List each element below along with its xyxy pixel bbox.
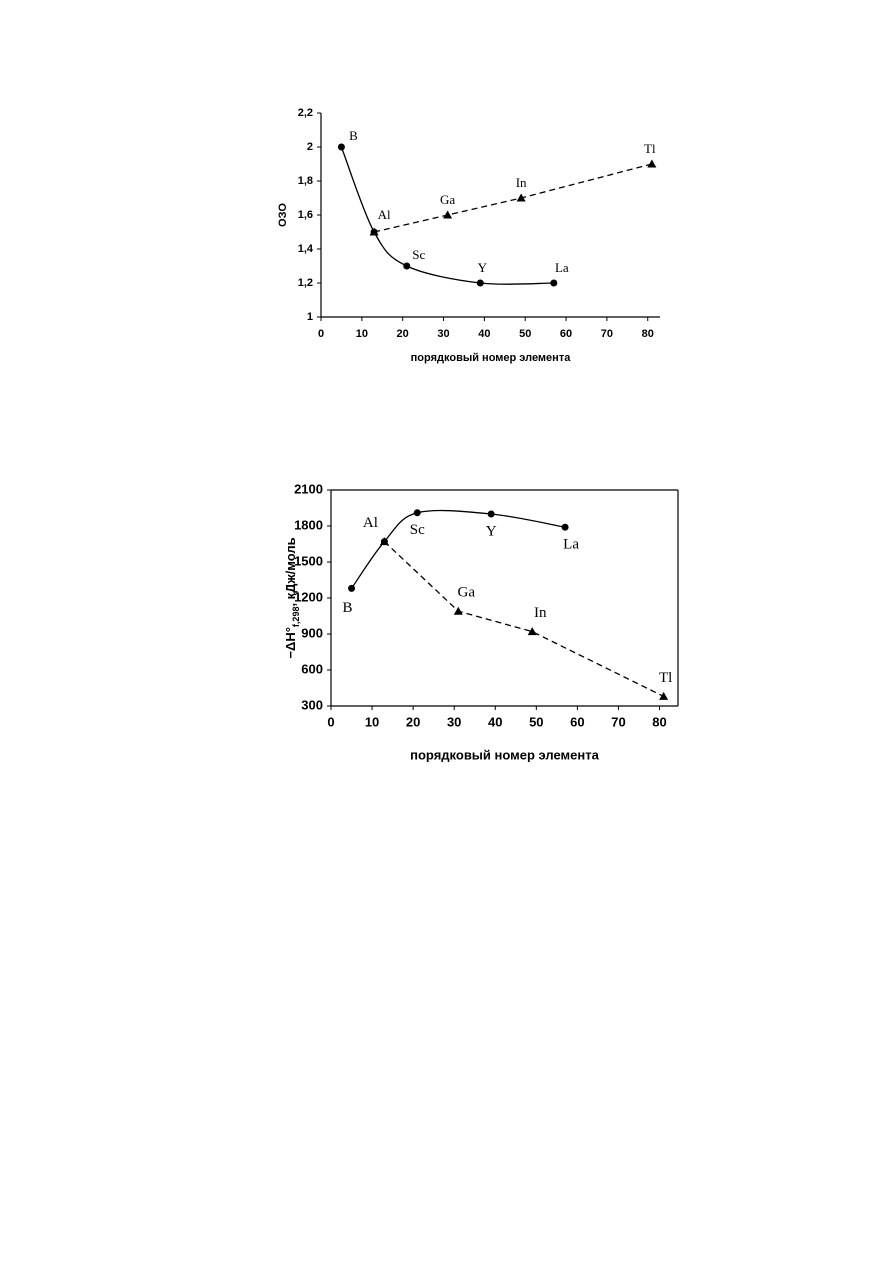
point-label: B [343, 600, 353, 616]
y-tick-label: 1,4 [298, 243, 314, 255]
point [348, 584, 356, 592]
y-tick-label: 1 [307, 311, 313, 323]
point-label: Sc [410, 522, 425, 538]
y-tick-label: 1,2 [298, 277, 313, 289]
y-tick-label: 2100 [294, 481, 323, 496]
point-label: Al [363, 515, 378, 531]
y-axis-label-part: , кДж/моль [283, 537, 298, 606]
x-tick-label: 50 [519, 328, 531, 340]
x-tick-label: 60 [570, 714, 584, 729]
y-tick-label: 2,2 [298, 107, 313, 119]
point [337, 143, 345, 151]
y-tick-label: 1200 [294, 589, 323, 604]
point [647, 159, 657, 168]
point [476, 279, 484, 287]
point [379, 537, 389, 546]
point-label: Tl [659, 670, 672, 686]
point [453, 606, 463, 615]
point-label: Tl [644, 141, 656, 156]
x-tick-label: 10 [356, 328, 368, 340]
x-tick-label: 40 [488, 714, 502, 729]
x-tick-label: 80 [652, 714, 666, 729]
y-tick-label: 1,8 [298, 175, 313, 187]
point-label: La [563, 537, 579, 553]
x-tick-label: 20 [397, 328, 409, 340]
series-line [373, 163, 652, 233]
point-label: In [516, 175, 527, 190]
y-tick-label: 2 [307, 141, 313, 153]
point-label: In [534, 605, 547, 621]
y-tick-label: 1,6 [298, 209, 313, 221]
x-tick-label: 80 [642, 328, 654, 340]
point-label: B [349, 128, 358, 143]
point-label: Ga [440, 192, 455, 207]
x-tick-label: 0 [327, 714, 334, 729]
y-axis-label-part: f,298 [291, 607, 301, 628]
y-tick-label: 900 [301, 625, 323, 640]
y-tick-label: 600 [301, 661, 323, 676]
point [369, 227, 379, 236]
x-tick-label: 20 [406, 714, 420, 729]
x-axis-label: порядковый номер элемента [411, 352, 572, 364]
series-line [383, 541, 664, 697]
point [659, 691, 669, 700]
point-label: Y [486, 523, 497, 539]
point [516, 193, 526, 202]
x-tick-label: 0 [318, 328, 324, 340]
y-tick-label: 1500 [294, 553, 323, 568]
series-line [351, 509, 566, 589]
x-tick-label: 60 [560, 328, 572, 340]
point [443, 210, 453, 219]
y-tick-label: 1800 [294, 517, 323, 532]
y-tick-label: 300 [301, 697, 323, 712]
point-label: Al [378, 207, 391, 222]
point [403, 262, 411, 270]
x-tick-label: 70 [611, 714, 625, 729]
point-label: La [555, 260, 569, 275]
y-axis-label: −ΔH°f,298, кДж/моль [283, 537, 301, 658]
point [550, 279, 558, 287]
point-label: Ga [458, 585, 476, 601]
x-tick-label: 30 [447, 714, 461, 729]
x-tick-label: 10 [365, 714, 379, 729]
point-label: Y [478, 260, 488, 275]
x-tick-label: 30 [437, 328, 449, 340]
x-axis-label: порядковый номер элемента [410, 747, 599, 762]
x-tick-label: 40 [478, 328, 490, 340]
point [527, 627, 537, 636]
point [413, 509, 421, 517]
y-axis-label: ОЗО [277, 203, 289, 227]
point-label: Sc [412, 247, 425, 262]
point [487, 510, 495, 518]
point [561, 523, 569, 531]
y-axis-label-part: −ΔH° [283, 627, 298, 659]
x-tick-label: 50 [529, 714, 543, 729]
x-tick-label: 70 [601, 328, 613, 340]
